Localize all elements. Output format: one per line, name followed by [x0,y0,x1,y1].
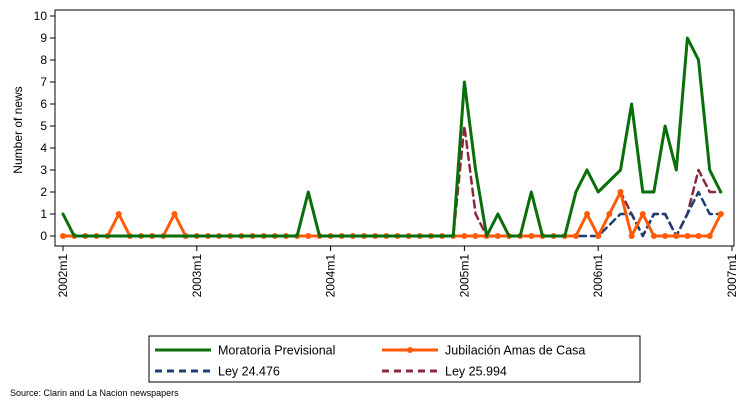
series-point-2 [617,189,624,195]
x-tick-label: 2006m1 [591,254,605,298]
legend-box [148,335,641,383]
series-point-2 [606,211,613,217]
series-layer [60,36,724,239]
series-point-2 [494,233,501,239]
tick-layer: 0 1 2 3 4 5 6 7 8 9 10 2002m1 2003m1 2004m1 2005m1 2006… [34,9,739,297]
source-note: Source: Clarin and La Nacion newspapers [10,388,179,398]
legend: Moratoria Previsional Jubilación Amas de … [148,335,641,383]
x-tick-label: 2004m1 [324,254,338,298]
series-point-2 [528,233,535,239]
series-point-2 [662,233,669,239]
legend-label-3: Ley 24.476 [218,365,280,379]
series-point-2 [695,233,702,239]
x-tick-label: 2007m1 [725,254,739,298]
y-tick-label: 7 [40,75,47,89]
series-point-2 [650,233,657,239]
series-point-2 [639,211,646,217]
x-tick-label: 2003m1 [190,254,204,298]
legend-label-1: Moratoria Previsional [218,344,335,358]
legend-label-2: Jubilación Amas de Casa [445,344,585,358]
plot-axes [54,9,735,247]
plot-frame [54,9,735,247]
series-line-1 [61,36,723,238]
series-point-2 [171,211,178,217]
legend-marker-2 [407,347,413,353]
series-point-2 [706,233,713,239]
y-tick-label: 2 [40,185,47,199]
series-point-2 [461,233,468,239]
series-point-2 [584,211,591,217]
y-tick-label: 10 [34,9,48,23]
y-tick-label: 6 [40,97,47,111]
series-point-2 [60,233,66,239]
y-tick-label: 4 [40,141,47,155]
y-tick-label: 5 [40,119,47,133]
series-point-2 [115,211,122,217]
series-point-2 [673,233,680,239]
series-point-2 [472,233,479,239]
series-point-2 [305,233,312,239]
series-point-2 [684,233,691,239]
series-point-2 [717,211,724,217]
series-point-2 [595,233,602,239]
y-tick-label: 8 [40,53,47,67]
x-tick-label: 2002m1 [56,254,70,298]
y-tick-label: 3 [40,163,47,177]
y-tick-label: 9 [40,31,47,45]
y-axis-title: Number of news [11,86,25,173]
legend-label-4: Ley 25.994 [445,365,507,379]
x-tick-label: 2005m1 [457,254,471,298]
series-point-2 [572,233,579,239]
y-tick-label: 0 [40,229,47,243]
y-tick-label: 1 [40,207,47,221]
series-point-2 [628,233,635,239]
series-line-4 [61,124,723,238]
